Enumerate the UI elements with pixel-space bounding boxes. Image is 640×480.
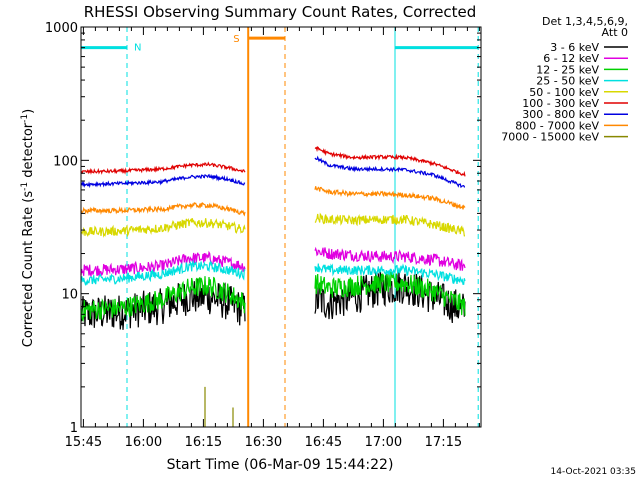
chart-title: RHESSI Observing Summary Count Rates, Co… xyxy=(84,3,477,21)
legend-label: 50 - 100 keV xyxy=(529,86,599,99)
series-line-4-seg-1 xyxy=(314,212,466,237)
y-axis-label: Corrected Count Rate (s-1 detector-1) xyxy=(20,109,36,347)
legend-label: 3 - 6 keV xyxy=(550,41,599,54)
y-tick-label: 10 xyxy=(61,288,78,303)
series-line-0-seg-1 xyxy=(314,270,466,324)
legend-label: 6 - 12 keV xyxy=(543,52,599,65)
series-line-0-seg-0 xyxy=(80,278,246,330)
x-tick-label: 15:45 xyxy=(65,435,102,450)
legend-label: 800 - 7000 keV xyxy=(515,119,599,132)
series-line-4-seg-0 xyxy=(80,217,246,238)
x-tick-label: 16:15 xyxy=(185,435,222,450)
series-line-3-seg-0 xyxy=(80,259,246,286)
axes: 15:45 16:00 16:15 16:30 16:45 17:00 17:15 1 10 10… xyxy=(45,21,481,450)
y-axis-label-exp1: -1 xyxy=(20,182,30,191)
series-line-6-seg-0 xyxy=(80,173,246,189)
series-line-7-seg-1 xyxy=(314,186,466,210)
legend-label: 12 - 25 keV xyxy=(536,63,599,76)
series-line-5-seg-1 xyxy=(314,146,466,177)
legend-header-line: Det 1,3,4,5,6,9, xyxy=(542,15,628,28)
plot-area: NS xyxy=(80,27,479,427)
x-tick-label: 16:45 xyxy=(305,435,342,450)
y-axis-label-exp2: -1 xyxy=(20,114,30,123)
series-line-5-seg-0 xyxy=(80,161,246,175)
legend-header-line: Att 0 xyxy=(602,26,628,39)
series-line-1-seg-0 xyxy=(80,250,246,279)
series-line-1-seg-1 xyxy=(314,246,466,271)
y-axis-label-detector: detector xyxy=(21,122,36,182)
plot-frame xyxy=(80,26,482,428)
y-axis-label-main: Corrected Count Rate (s xyxy=(21,191,36,348)
series-line-2-seg-0 xyxy=(80,276,246,323)
saa-label: S xyxy=(233,34,239,45)
x-axis-label: Start Time (06-Mar-09 15:44:22) xyxy=(167,457,394,473)
series-line-2-seg-1 xyxy=(314,271,466,316)
legend-label: 300 - 800 keV xyxy=(522,108,599,121)
series-line-3-seg-1 xyxy=(314,263,466,285)
x-tick-label: 17:00 xyxy=(365,435,402,450)
y-axis-label-close: ) xyxy=(21,109,36,114)
x-tick-label: 16:00 xyxy=(125,435,162,450)
timestamp: 14-Oct-2021 03:35 xyxy=(551,467,636,477)
night-label: N xyxy=(134,43,141,54)
series-line-6-seg-1 xyxy=(314,155,465,189)
y-tick-label: 1000 xyxy=(45,21,78,36)
series-line-7-seg-0 xyxy=(80,201,246,217)
x-tick-label: 16:30 xyxy=(245,435,282,450)
legend-label: 25 - 50 keV xyxy=(536,75,599,88)
y-tick-label: 1 xyxy=(70,421,78,436)
legend-label: 7000 - 15000 keV xyxy=(501,131,599,144)
y-tick-label: 100 xyxy=(53,154,78,169)
x-tick-label: 17:15 xyxy=(425,435,462,450)
legend-label: 100 - 300 keV xyxy=(522,97,599,110)
